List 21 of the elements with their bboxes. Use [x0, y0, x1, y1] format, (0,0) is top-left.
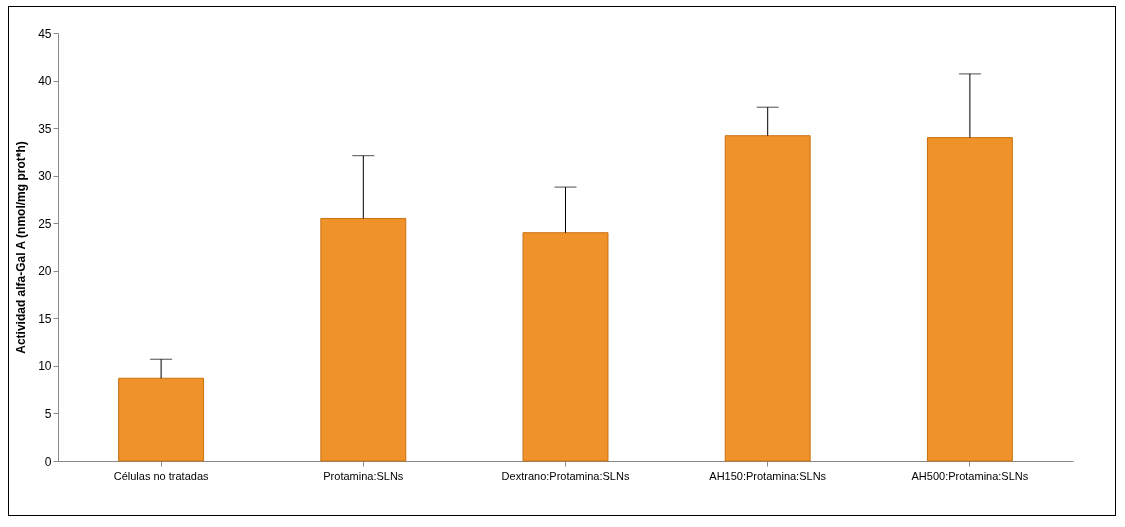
y-tick-label: 20	[38, 264, 52, 279]
bar	[724, 135, 811, 462]
y-tick-label: 10	[38, 359, 52, 374]
x-tick-label: Células no tratadas	[113, 469, 210, 482]
y-tick-label: 5	[44, 406, 52, 421]
x-tick-label: Dextrano:Protamina:SLNs	[501, 469, 630, 482]
y-tick-label: 25	[38, 216, 52, 231]
bar	[522, 232, 609, 462]
bar	[926, 137, 1013, 462]
x-tick-label: Protamina:SLNs	[323, 469, 404, 482]
y-axis-title: Actividad alfa-Gal A (nmol/mg prot*h)	[14, 141, 29, 354]
y-tick-label: 45	[38, 26, 52, 41]
y-tick-label: 15	[38, 311, 52, 326]
y-tick-label: 30	[38, 169, 52, 184]
y-tick-label: 40	[38, 74, 52, 89]
x-tick-label: AH500:Protamina:SLNs	[911, 469, 1029, 482]
bar	[118, 377, 205, 462]
y-tick-label: 0	[44, 454, 52, 469]
y-tick-label: 35	[38, 121, 52, 136]
x-tick-label: AH150:Protamina:SLNs	[709, 469, 827, 482]
bar	[320, 217, 407, 462]
